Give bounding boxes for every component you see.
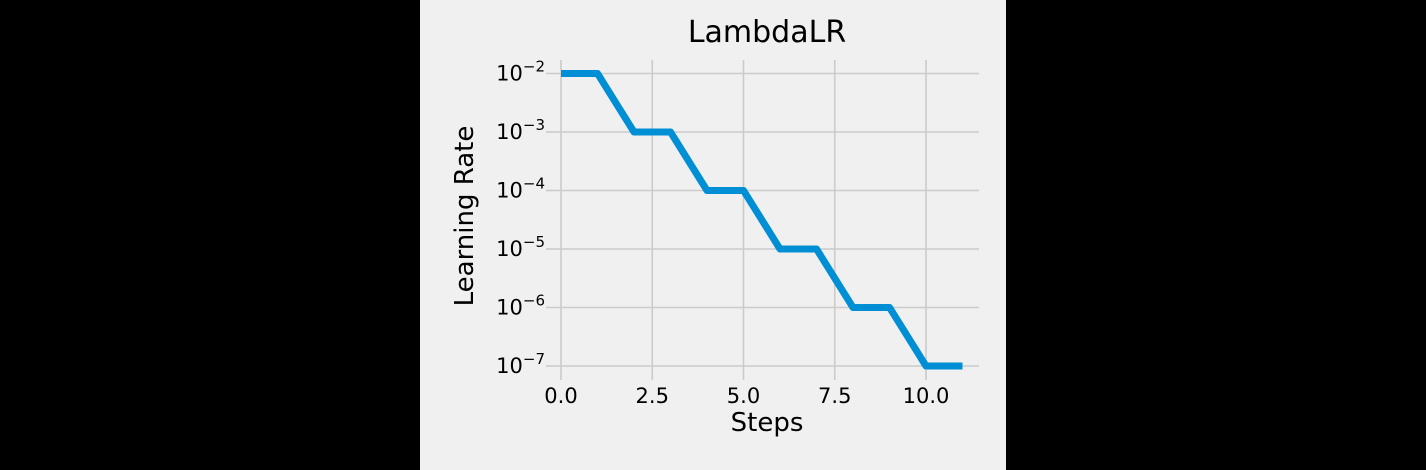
x-tick-label: 7.5	[818, 384, 851, 408]
y-tick-label: 10−3	[496, 116, 545, 144]
x-tick-label: 0.0	[544, 384, 577, 408]
chart-canvas: 0.0 2.5 5.0 7.5 10.0 10−2 10−3 10−4 10−5 10−6 10−7	[496, 58, 979, 408]
y-tick-label: 10−7	[496, 350, 545, 378]
right-black-bar	[1006, 0, 1426, 470]
chart-title: LambdaLR	[687, 15, 847, 50]
y-tick-label: 10−5	[496, 233, 545, 261]
left-black-bar	[0, 0, 420, 470]
lambdalr-chart-figure: LambdaLR Learning Rate 0.0 2.5 5.0 7.5 10.0 1…	[420, 0, 1006, 470]
x-axis-label: Steps	[730, 408, 804, 438]
learning-rate-line	[561, 70, 963, 370]
y-tick-label: 10−4	[496, 175, 545, 203]
x-tick-label: 2.5	[636, 384, 669, 408]
y-tick-label: 10−6	[496, 292, 545, 320]
x-tick-label: 10.0	[903, 384, 950, 408]
x-tick-label: 5.0	[727, 384, 760, 408]
y-tick-label: 10−2	[496, 58, 545, 86]
